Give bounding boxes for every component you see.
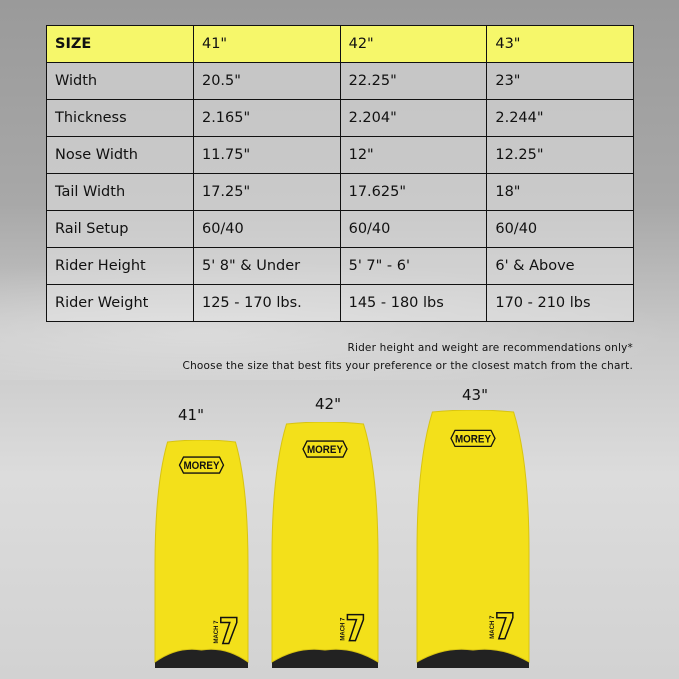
row-label: Nose Width bbox=[46, 136, 194, 174]
svg-text:MOREY: MOREY bbox=[307, 444, 344, 456]
board-model-text: MACH 7 bbox=[490, 615, 496, 639]
table-row: Rider Height 5' 8" & Under 5' 7" - 6' 6' & … bbox=[46, 247, 634, 285]
bodyboard-image: MOREY MACH 7 bbox=[154, 440, 249, 668]
morey-logo: MOREY bbox=[450, 429, 496, 448]
seven-glyph-icon bbox=[220, 616, 238, 645]
mach7-logo: MACH 7 bbox=[340, 613, 365, 642]
table-row: Rider Weight 125 - 170 lbs. 145 - 180 lbs 1… bbox=[46, 284, 634, 322]
table-cell: 22.25" bbox=[339, 62, 488, 100]
row-label: Thickness bbox=[46, 99, 194, 137]
table-cell: 5' 7" - 6' bbox=[339, 247, 488, 285]
table-cell: 17.625" bbox=[339, 173, 488, 211]
table-cell: 20.5" bbox=[192, 62, 341, 100]
bodyboard-image: MOREY MACH 7 bbox=[271, 422, 379, 668]
table-cell: 11.75" bbox=[192, 136, 341, 174]
size-chart-table: SIZE 41" 42" 43" Width 20.5" 22.25" 23" Thicknes… bbox=[46, 25, 634, 322]
row-label: Rider Height bbox=[46, 247, 194, 285]
table-cell: 2.204" bbox=[339, 99, 488, 137]
table-header-row: SIZE 41" 42" 43" bbox=[46, 25, 634, 63]
board-label-43: 43" bbox=[462, 386, 488, 404]
mach7-logo: MACH 7 bbox=[490, 611, 514, 640]
row-label: Rail Setup bbox=[46, 210, 194, 248]
table-row: Width 20.5" 22.25" 23" bbox=[46, 62, 634, 100]
mach7-logo: MACH 7 bbox=[214, 616, 238, 645]
board-label-42: 42" bbox=[315, 395, 341, 413]
seven-glyph-icon bbox=[496, 611, 514, 640]
table-cell: 17.25" bbox=[192, 173, 341, 211]
board-model-text: MACH 7 bbox=[214, 620, 220, 644]
table-row: Rail Setup 60/40 60/40 60/40 bbox=[46, 210, 634, 248]
row-label: Width bbox=[46, 62, 194, 100]
table-cell: 6' & Above bbox=[486, 247, 634, 285]
morey-logo: MOREY bbox=[178, 456, 225, 474]
table-cell: 125 - 170 lbs. bbox=[192, 284, 341, 322]
table-cell: 60/40 bbox=[486, 210, 634, 248]
row-label: SIZE bbox=[46, 25, 194, 63]
table-cell: 145 - 180 lbs bbox=[339, 284, 488, 322]
row-label: Tail Width bbox=[46, 173, 194, 211]
row-label: Rider Weight bbox=[46, 284, 194, 322]
table-cell: 5' 8" & Under bbox=[192, 247, 341, 285]
table-cell: 60/40 bbox=[192, 210, 341, 248]
table-cell: 2.244" bbox=[486, 99, 634, 137]
table-cell: 42" bbox=[339, 25, 488, 63]
table-row: Nose Width 11.75" 12" 12.25" bbox=[46, 136, 634, 174]
seven-glyph-icon bbox=[346, 613, 365, 642]
table-cell: 60/40 bbox=[339, 210, 488, 248]
table-cell: 12" bbox=[339, 136, 488, 174]
table-cell: 12.25" bbox=[486, 136, 634, 174]
table-cell: 18" bbox=[486, 173, 634, 211]
table-cell: 41" bbox=[192, 25, 341, 63]
table-row: Tail Width 17.25" 17.625" 18" bbox=[46, 173, 634, 211]
table-cell: 170 - 210 lbs bbox=[486, 284, 634, 322]
table-cell: 43" bbox=[486, 25, 634, 63]
board-label-41: 41" bbox=[178, 406, 204, 424]
morey-logo: MOREY bbox=[302, 440, 348, 458]
svg-text:MOREY: MOREY bbox=[184, 460, 221, 472]
table-row: Thickness 2.165" 2.204" 2.244" bbox=[46, 99, 634, 137]
choose-size-note: Choose the size that best fits your pref… bbox=[182, 360, 633, 372]
recommendation-note: Rider height and weight are recommendati… bbox=[347, 342, 633, 354]
board-model-text: MACH 7 bbox=[340, 617, 346, 641]
table-cell: 23" bbox=[486, 62, 634, 100]
table-cell: 2.165" bbox=[192, 99, 341, 137]
svg-text:MOREY: MOREY bbox=[455, 433, 492, 445]
bodyboard-image: MOREY MACH 7 bbox=[416, 410, 530, 668]
